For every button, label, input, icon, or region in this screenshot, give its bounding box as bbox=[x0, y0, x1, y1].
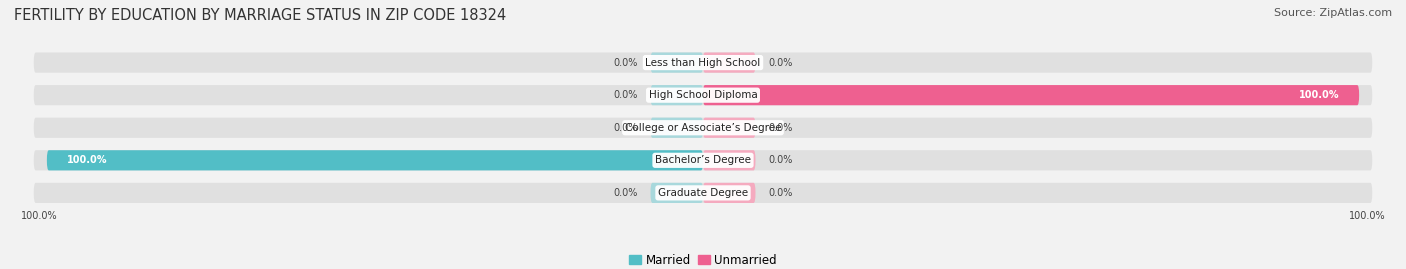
Legend: Married, Unmarried: Married, Unmarried bbox=[624, 249, 782, 269]
FancyBboxPatch shape bbox=[703, 118, 755, 138]
FancyBboxPatch shape bbox=[34, 183, 1372, 203]
Text: High School Diploma: High School Diploma bbox=[648, 90, 758, 100]
Text: Less than High School: Less than High School bbox=[645, 58, 761, 68]
Text: 0.0%: 0.0% bbox=[769, 155, 793, 165]
FancyBboxPatch shape bbox=[651, 52, 703, 73]
Text: 0.0%: 0.0% bbox=[613, 188, 637, 198]
Text: 100.0%: 100.0% bbox=[66, 155, 107, 165]
Text: Graduate Degree: Graduate Degree bbox=[658, 188, 748, 198]
FancyBboxPatch shape bbox=[703, 52, 755, 73]
FancyBboxPatch shape bbox=[703, 85, 1360, 105]
Text: 100.0%: 100.0% bbox=[1299, 90, 1340, 100]
FancyBboxPatch shape bbox=[703, 183, 755, 203]
Text: 0.0%: 0.0% bbox=[769, 123, 793, 133]
Text: 0.0%: 0.0% bbox=[613, 58, 637, 68]
FancyBboxPatch shape bbox=[651, 118, 703, 138]
FancyBboxPatch shape bbox=[34, 150, 1372, 171]
Text: 0.0%: 0.0% bbox=[769, 58, 793, 68]
FancyBboxPatch shape bbox=[651, 183, 703, 203]
FancyBboxPatch shape bbox=[34, 52, 1372, 73]
Text: Source: ZipAtlas.com: Source: ZipAtlas.com bbox=[1274, 8, 1392, 18]
Text: 0.0%: 0.0% bbox=[613, 90, 637, 100]
FancyBboxPatch shape bbox=[46, 150, 703, 171]
FancyBboxPatch shape bbox=[703, 150, 755, 171]
FancyBboxPatch shape bbox=[651, 85, 703, 105]
Text: 100.0%: 100.0% bbox=[21, 211, 58, 221]
FancyBboxPatch shape bbox=[34, 118, 1372, 138]
Text: 0.0%: 0.0% bbox=[613, 123, 637, 133]
Text: 0.0%: 0.0% bbox=[769, 188, 793, 198]
Text: Bachelor’s Degree: Bachelor’s Degree bbox=[655, 155, 751, 165]
Text: FERTILITY BY EDUCATION BY MARRIAGE STATUS IN ZIP CODE 18324: FERTILITY BY EDUCATION BY MARRIAGE STATU… bbox=[14, 8, 506, 23]
FancyBboxPatch shape bbox=[34, 85, 1372, 105]
Text: 100.0%: 100.0% bbox=[1348, 211, 1385, 221]
Text: College or Associate’s Degree: College or Associate’s Degree bbox=[624, 123, 782, 133]
